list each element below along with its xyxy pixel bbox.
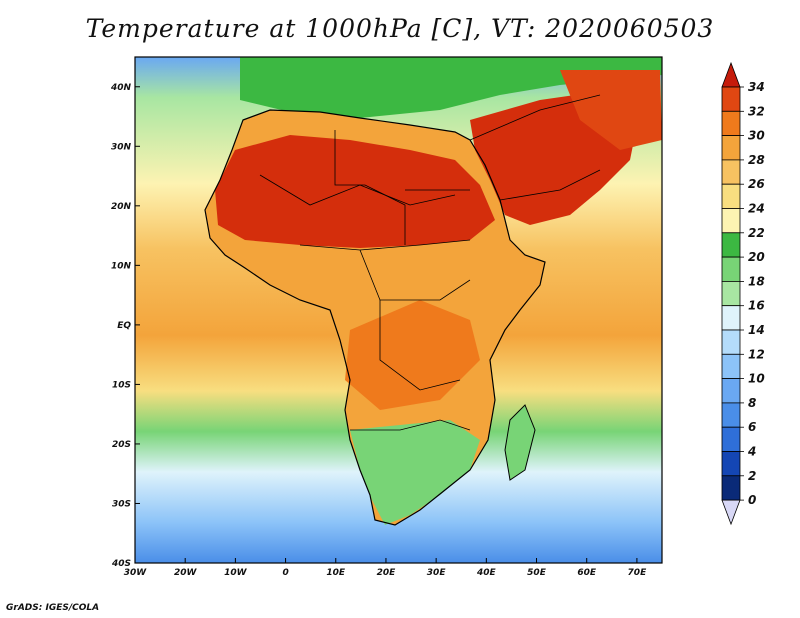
- colorbar-swatch: [721, 280, 741, 307]
- colorbar-max-arrow: [721, 61, 741, 88]
- coastline: [204, 109, 546, 526]
- lon-tick-label: 20W: [174, 568, 198, 578]
- colorbar-tick-label: 34: [748, 80, 765, 94]
- colorbar-tick-label: 16: [748, 299, 765, 313]
- lat-tick-label: 30N: [111, 142, 132, 152]
- colorbar-tick-label: 4: [747, 445, 756, 459]
- lat-axis: 40S 30S 20S 10S EQ 10N 20N 30N 40N: [110, 83, 140, 569]
- colorbar-swatch: [721, 475, 741, 501]
- colorbar-tick-label: 28: [748, 153, 765, 167]
- lon-tick-label: 30E: [427, 568, 447, 578]
- colorbar-swatch: [721, 256, 741, 282]
- colorbar-swatch: [721, 110, 741, 137]
- lon-tick-label: 0: [282, 568, 288, 578]
- lat-tick-label: 40S: [111, 559, 131, 569]
- colorbar-swatch: [721, 86, 741, 112]
- colorbar-swatch: [721, 353, 741, 379]
- colorbar-tick-label: 12: [748, 347, 765, 361]
- plot-title: Temperature at 1000hPa [C], VT: 20200605…: [85, 14, 715, 43]
- lon-tick-label: 60E: [577, 568, 597, 578]
- colorbar-tick-label: 32: [748, 104, 765, 118]
- iran-region: [560, 70, 662, 150]
- colorbar-swatch: [721, 135, 741, 161]
- colorbar-tick-label: 22: [748, 226, 765, 240]
- colorbar-tick-label: 10: [748, 372, 765, 386]
- central-africa-region: [345, 300, 480, 410]
- colorbar-tick-label: 6: [748, 420, 756, 434]
- map-field: [135, 57, 662, 563]
- southern-africa-region: [350, 420, 480, 525]
- lon-tick-label: 40E: [476, 568, 497, 578]
- colorbar-tick-label: 8: [748, 396, 756, 410]
- lon-tick-label: 10W: [224, 568, 248, 578]
- colorbar-tick-label: 0: [748, 493, 756, 507]
- colorbar-tick-label: 20: [748, 250, 765, 264]
- sahara-hot-region: [215, 135, 495, 248]
- lon-tick-label: 70E: [628, 568, 648, 578]
- country-borders: [259, 94, 601, 431]
- lat-tick-label: 30S: [112, 499, 131, 509]
- colorbar-tick-label: 24: [748, 202, 765, 216]
- lon-tick-label: 10E: [326, 568, 346, 578]
- lon-tick-label: 50E: [527, 568, 547, 578]
- colorbar-tick-label: 18: [748, 274, 765, 288]
- colorbar-swatch: [721, 159, 741, 185]
- colorbar-swatch: [721, 232, 741, 258]
- plot-frame: [134, 56, 663, 564]
- colorbar-tick-label: 26: [748, 177, 765, 191]
- colorbar-swatch: [721, 183, 741, 209]
- colorbar-swatch: [721, 305, 741, 331]
- credit-label: GrADS: IGES/COLA: [6, 603, 100, 613]
- colorbar-swatch: [721, 329, 741, 355]
- madagascar: [504, 404, 536, 481]
- lat-tick-label: 10S: [112, 380, 131, 390]
- colorbar-swatch: [721, 402, 741, 428]
- lat-tick-label: EQ: [117, 321, 131, 331]
- colorbar-swatch: [721, 426, 741, 452]
- colorbar-tick-label: 30: [748, 129, 765, 143]
- colorbar-min-arrow: [721, 499, 741, 526]
- lon-tick-label: 30W: [124, 568, 148, 578]
- lon-tick-label: 20E: [377, 568, 397, 578]
- lon-axis: 30W 20W 10W 0 10E 20E 30E 40E 50E 60E 70E: [124, 558, 647, 578]
- lat-tick-label: 10N: [111, 261, 132, 271]
- colorbar-swatch: [721, 451, 741, 477]
- lat-tick-label: 20N: [111, 202, 132, 212]
- colorbar-swatch: [721, 208, 741, 234]
- lat-tick-label: 20S: [112, 440, 131, 450]
- colorbar-swatch: [721, 378, 741, 404]
- colorbar-tick-label: 14: [748, 323, 765, 337]
- lat-tick-label: 40N: [110, 83, 132, 93]
- mediterranean-region: [240, 57, 662, 118]
- colorbar-tick-label: 2: [748, 469, 756, 483]
